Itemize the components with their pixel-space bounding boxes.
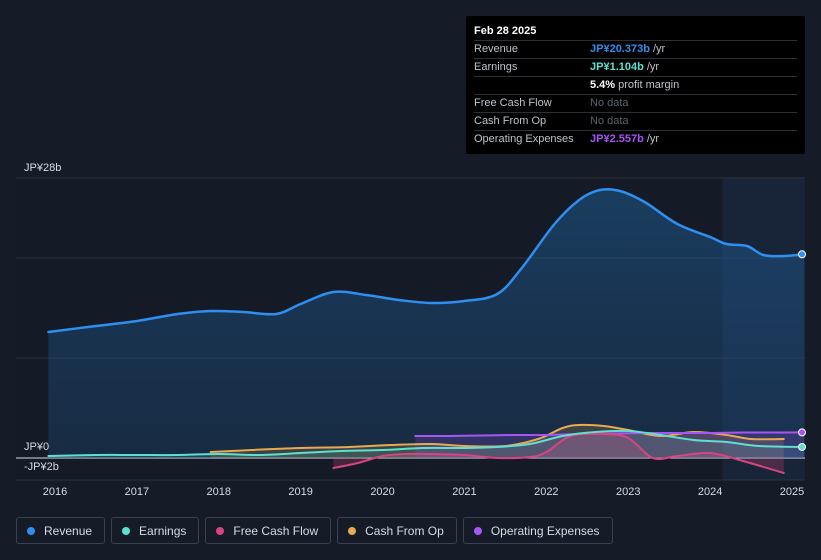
revenue-line: [47, 187, 806, 334]
x-tick-label: 2019: [288, 486, 312, 498]
legend-dot-icon: [473, 526, 482, 535]
earnings-area: [48, 430, 805, 458]
legend-item-free-cash-flow[interactable]: Free Cash Flow: [205, 517, 332, 544]
legend-dot-icon: [122, 526, 131, 535]
y-tick-label: -JP¥2b: [24, 461, 59, 473]
legend-label: Revenue: [44, 523, 93, 538]
x-tick-label: 2017: [125, 486, 149, 498]
earnings-line: [47, 429, 806, 457]
tooltip-row-unit: /yr: [646, 133, 660, 145]
free-cash-flow-line: [332, 432, 785, 474]
tooltip-rows: Revenue JP¥20.373b/yr Earnings JP¥1.104b/yr…: [474, 40, 797, 148]
series-lines: [47, 187, 806, 474]
tooltip-row-value: 5.4%: [590, 79, 616, 91]
tooltip-row: Operating Expenses JP¥2.557b/yr: [474, 130, 797, 148]
x-tick-label: 2018: [207, 486, 231, 498]
tooltip-date: Feb 28 2025: [474, 25, 537, 37]
legend-item-earnings[interactable]: Earnings: [111, 517, 200, 544]
tooltip-row-label: Cash From Op: [474, 115, 547, 127]
tooltip-row-value: JP¥1.104b: [590, 61, 644, 73]
y-tick-label: JP¥0: [24, 441, 49, 453]
cash-from-op-line: [209, 423, 785, 453]
legend-item-cash-from-op[interactable]: Cash From Op: [337, 517, 457, 544]
operating-expenses-endpoint: [798, 428, 806, 437]
legend-dot-icon: [216, 526, 225, 535]
earnings-endpoint: [798, 442, 806, 451]
tooltip-row-unit: /yr: [652, 43, 666, 55]
legend: Revenue Earnings Free Cash Flow Cash From O…: [16, 517, 613, 544]
tooltip-row-unit: profit margin: [618, 79, 680, 91]
y-tick-label: JP¥28b: [24, 162, 61, 174]
free-cash-flow-area: [333, 433, 784, 473]
legend-dot-icon: [348, 526, 357, 535]
x-tick-label: 2023: [616, 486, 640, 498]
tooltip-row-value: No data: [590, 115, 629, 127]
tooltip-row-value: JP¥2.557b: [590, 133, 644, 145]
tooltip-row-label: Revenue: [474, 43, 519, 55]
tooltip-row-label: [474, 77, 590, 94]
tooltip-row: Earnings JP¥1.104b/yr: [474, 58, 797, 76]
x-tick-label: 2016: [43, 486, 67, 498]
legend-label: Earnings: [139, 523, 187, 538]
tooltip-row: Revenue JP¥20.373b/yr: [474, 40, 797, 58]
tooltip-row-value: JP¥20.373b: [590, 43, 650, 55]
operating-expenses-area: [415, 432, 805, 458]
tooltip-row-label: Free Cash Flow: [474, 97, 552, 109]
tooltip-row-value: No data: [590, 97, 629, 109]
x-tick-label: 2025: [780, 486, 804, 498]
x-tick-label: 2022: [534, 486, 558, 498]
tooltip-row: Free Cash Flow No data: [474, 94, 797, 112]
legend-item-operating-expenses[interactable]: Operating Expenses: [462, 517, 613, 544]
x-tick-label: 2020: [370, 486, 394, 498]
tooltip-panel: Feb 28 2025 Revenue JP¥20.373b/yr Earnings…: [466, 16, 805, 154]
legend-label: Cash From Op: [365, 523, 444, 538]
legend-label: Operating Expenses: [490, 523, 600, 538]
x-axis-labels: 2016 2017 2018 2019 2020 2021 2022 2023 2024 2025: [43, 486, 804, 498]
tooltip-row: 5.4% profit margin: [474, 76, 797, 94]
revenue-endpoint: [798, 250, 806, 259]
legend-dot-icon: [27, 526, 35, 535]
legend-label: Free Cash Flow: [233, 523, 319, 538]
x-tick-label: 2024: [698, 486, 722, 498]
tooltip-row-unit: /yr: [646, 61, 660, 73]
revenue-area: [48, 189, 805, 458]
tooltip-row-label: Earnings: [474, 61, 518, 73]
legend-item-revenue[interactable]: Revenue: [16, 517, 106, 544]
tooltip-row: Cash From Op No data: [474, 112, 797, 130]
y-axis-labels: JP¥28b JP¥0 -JP¥2b: [24, 162, 61, 473]
tooltip-row-label: Operating Expenses: [474, 133, 574, 145]
series-endpoints: [798, 250, 806, 451]
x-tick-label: 2021: [452, 486, 476, 498]
